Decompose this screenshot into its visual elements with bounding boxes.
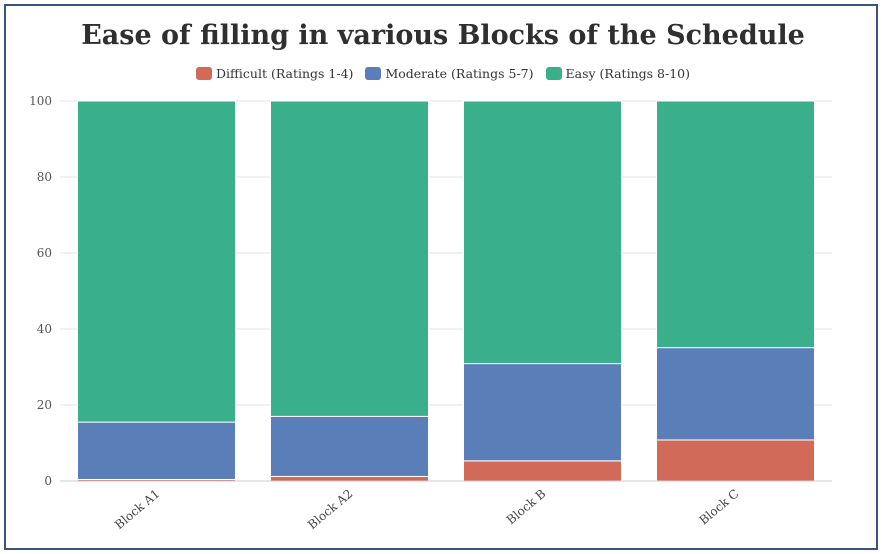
y-tick-label-40: 40: [37, 322, 52, 336]
bar-block-b-series-0: [463, 460, 622, 482]
y-tick-label-0: 0: [44, 474, 52, 488]
bar-block-c-series-0: [656, 439, 815, 482]
y-tick-label-80: 80: [37, 170, 52, 184]
legend-item-easy[interactable]: Easy (Ratings 8-10): [545, 66, 690, 81]
legend: Difficult (Ratings 1-4) Moderate (Rating…: [6, 66, 880, 81]
legend-item-moderate[interactable]: Moderate (Ratings 5-7): [365, 66, 534, 81]
legend-label-moderate: Moderate (Ratings 5-7): [385, 66, 534, 81]
legend-item-difficult[interactable]: Difficult (Ratings 1-4): [196, 66, 353, 81]
bar-block-a2-series-0: [270, 475, 429, 482]
legend-swatch-difficult: [196, 67, 212, 80]
legend-swatch-easy: [545, 67, 562, 80]
y-tick-label-100: 100: [29, 94, 52, 108]
chart-frame: Ease of filling in various Blocks of the…: [4, 4, 878, 550]
bar-block-a2-series-2: [270, 100, 429, 417]
legend-label-difficult: Difficult (Ratings 1-4): [216, 66, 354, 81]
plot-area: 0 20 40 60 80 100 Block A1 Block A2 Block B Block…: [29, 94, 832, 532]
bar-block-c-series-2: [656, 100, 815, 349]
x-tick-label-block-b: Block B: [504, 486, 549, 527]
bar-block-a2-series-1: [270, 415, 429, 477]
chart-title: Ease of filling in various Blocks of the…: [81, 20, 805, 51]
x-tick-label-block-a1: Block A1: [112, 487, 162, 532]
bar-block-c-series-1: [656, 347, 815, 441]
y-tick-label-20: 20: [37, 398, 52, 412]
bar-block-b-series-1: [463, 363, 622, 462]
bar-block-b-series-2: [463, 100, 622, 365]
y-tick-label-60: 60: [37, 246, 52, 260]
bar-block-a1-series-1: [77, 421, 236, 480]
legend-swatch-moderate: [365, 67, 382, 80]
legend-label-easy: Easy (Ratings 8-10): [565, 66, 690, 81]
bar-block-a1-series-2: [77, 100, 236, 423]
x-tick-label-block-c: Block C: [697, 487, 742, 528]
x-tick-label-block-a2: Block A2: [305, 487, 355, 532]
